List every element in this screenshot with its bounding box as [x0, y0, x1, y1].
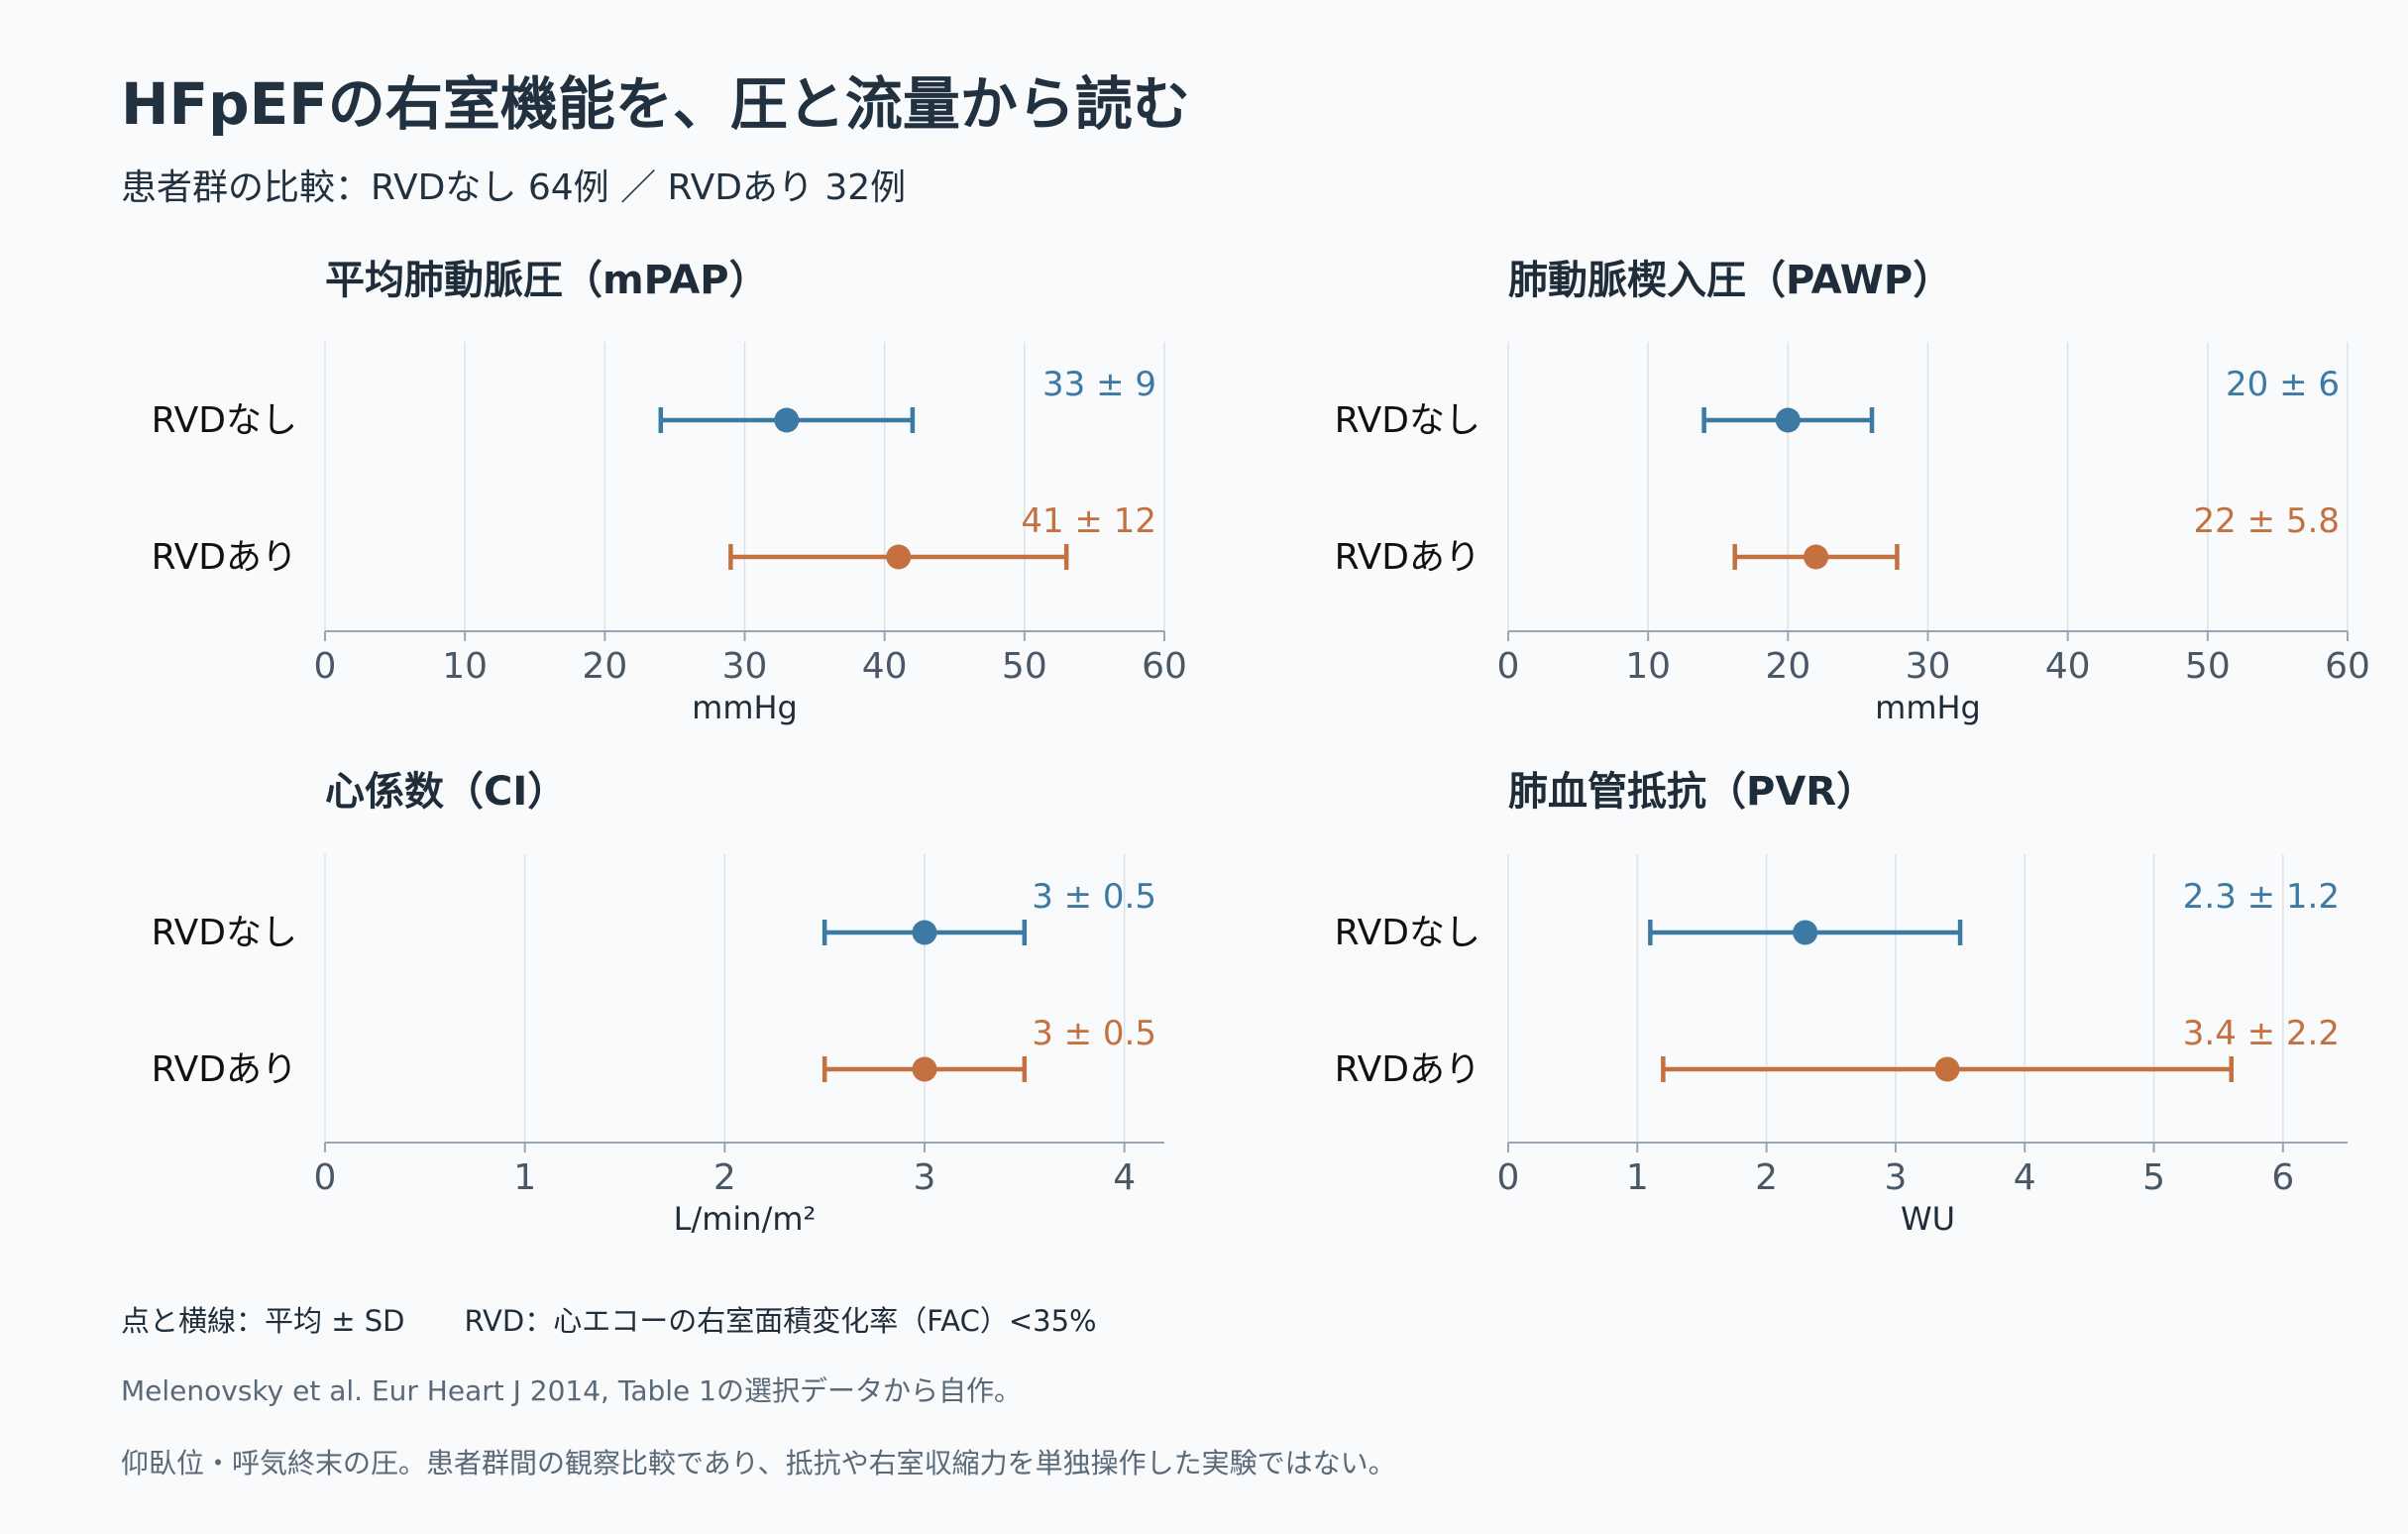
data-label: 22 ± 5.8 [2194, 501, 2340, 541]
page-subtitle: 患者群の比較：RVDなし 64例 ／ RVDあり 32例 [121, 167, 907, 208]
data-label: 3 ± 0.5 [1032, 1014, 1156, 1053]
chart-panel-2: 肺動脈楔入圧（PAWP） 0 10 20 30 40 50 60 mmHg RVDなし 20 ± 6… [1335, 258, 2370, 726]
x-axis-label: mmHg [1875, 689, 1981, 726]
tick-label: 40 [2045, 646, 2091, 687]
category-label: RVDなし [152, 913, 297, 953]
mean-point [1934, 1056, 1960, 1082]
footer-source: Melenovsky et al. Eur Heart J 2014, Tabl… [121, 1374, 1022, 1407]
tick-label: 20 [1765, 646, 1810, 687]
footer-definition-text: RVD：心エコーの右室面積変化率（FAC）<35% [464, 1304, 1097, 1338]
chart-title: 平均肺動脈圧（mPAP） [325, 258, 769, 303]
tick-label: 30 [1906, 646, 1951, 687]
tick-label: 2 [713, 1157, 736, 1198]
tick-label: 60 [1142, 646, 1187, 687]
tick-label: 0 [1497, 1157, 1520, 1198]
mean-point [912, 1056, 937, 1082]
tick-label: 3 [914, 1157, 936, 1198]
data-label: 41 ± 12 [1021, 501, 1156, 541]
category-label: RVDあり [1335, 537, 1480, 578]
chart-panel-4: 肺血管抵抗（PVR） 0 1 2 3 4 5 6 WU RVDなし 2.3 ± 1.2 RVDあり 3.… [1335, 769, 2348, 1238]
tick-label: 50 [2185, 646, 2231, 687]
data-label: 3.4 ± 2.2 [2183, 1014, 2340, 1053]
tick-label: 6 [2271, 1157, 2294, 1198]
tick-label: 4 [1113, 1157, 1136, 1198]
mean-point [774, 407, 800, 433]
footer-legend: 点と横線：平均 ± SD RVD：心エコーの右室面積変化率（FAC）<35% [121, 1298, 1097, 1340]
category-label: RVDあり [152, 1049, 297, 1090]
chart-panel-3: 心係数（CI） 0 1 2 3 4 L/min/m² RVDなし 3 ± 0.5 RVDあり 3 ±… [152, 769, 1164, 1238]
tick-label: 1 [513, 1157, 536, 1198]
tick-label: 20 [582, 646, 627, 687]
mean-point [886, 544, 912, 570]
tick-label: 5 [2142, 1157, 2165, 1198]
category-label: RVDなし [1335, 913, 1480, 953]
chart-title: 心係数（CI） [325, 769, 567, 815]
x-axis-label: L/min/m² [674, 1200, 817, 1238]
tick-label: 0 [314, 646, 337, 687]
tick-label: 3 [1884, 1157, 1907, 1198]
category-label: RVDあり [1335, 1049, 1480, 1090]
category-label: RVDなし [152, 400, 297, 441]
data-label: 2.3 ± 1.2 [2183, 877, 2340, 917]
x-axis-label: WU [1901, 1200, 1955, 1238]
tick-label: 10 [442, 646, 488, 687]
tick-label: 30 [722, 646, 768, 687]
data-label: 3 ± 0.5 [1032, 877, 1156, 917]
chart-title: 肺動脈楔入圧（PAWP） [1508, 258, 1952, 303]
footer-legend-text: 点と横線：平均 ± SD [121, 1304, 405, 1338]
tick-label: 1 [1626, 1157, 1649, 1198]
tick-label: 60 [2325, 646, 2370, 687]
tick-label: 0 [1497, 646, 1520, 687]
data-label: 33 ± 9 [1042, 365, 1156, 404]
tick-label: 10 [1625, 646, 1671, 687]
mean-point [1804, 544, 1829, 570]
tick-label: 50 [1002, 646, 1047, 687]
tick-label: 0 [314, 1157, 337, 1198]
tick-label: 4 [2014, 1157, 2036, 1198]
mean-point [1775, 407, 1801, 433]
mean-point [912, 920, 937, 945]
tick-label: 40 [862, 646, 908, 687]
footer-note: 仰臥位・呼気終末の圧。患者群間の観察比較であり、抵抗や右室収縮力を単独操作した実… [121, 1447, 1396, 1479]
data-label: 20 ± 6 [2226, 365, 2340, 404]
category-label: RVDあり [152, 537, 297, 578]
x-axis-label: mmHg [692, 689, 798, 726]
chart-panel-1: 平均肺動脈圧（mPAP） 0 10 20 30 40 50 60 mmHg RVDなし 33 ± 9… [152, 258, 1187, 726]
chart-title: 肺血管抵抗（PVR） [1508, 769, 1876, 815]
category-label: RVDなし [1335, 400, 1480, 441]
tick-label: 2 [1755, 1157, 1778, 1198]
page-title: HFpEFの右室機能を、圧と流量から読む [121, 70, 1190, 138]
mean-point [1793, 920, 1818, 945]
